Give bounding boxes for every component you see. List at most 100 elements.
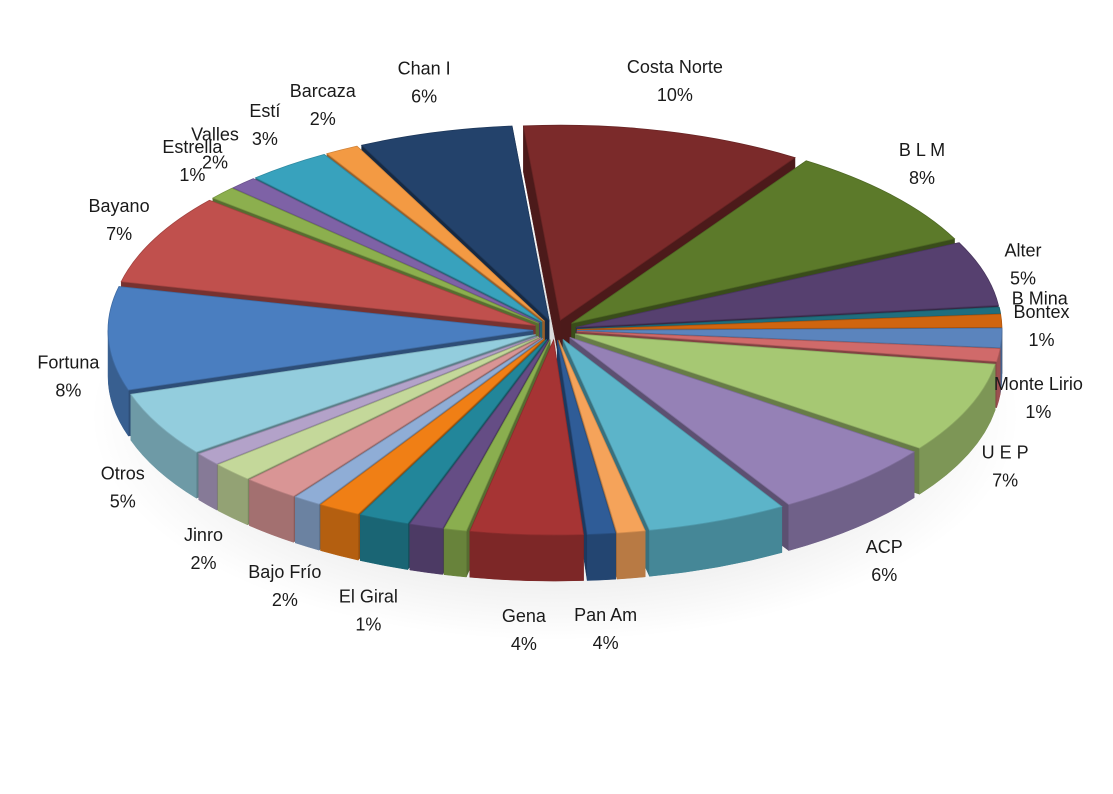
pie-slice: [469, 338, 584, 582]
slice-label-name: Valles: [191, 124, 239, 144]
pie-slice-top: [326, 145, 545, 322]
pie-slice-top: [107, 286, 534, 391]
pie-slice-top: [231, 178, 540, 324]
pie-slice-top: [575, 333, 996, 449]
slice-label-name: Barcaza: [290, 81, 357, 101]
pie-slice-top: [409, 339, 550, 529]
slice-label-name: Chan I: [398, 59, 451, 79]
slice-label-percent: 1%: [355, 614, 381, 634]
slice-label-percent: 1%: [179, 165, 205, 185]
pie-slice-top: [576, 313, 1003, 330]
slice-label-percent: 2%: [310, 109, 336, 129]
slice-label-percent: 8%: [909, 168, 935, 188]
pie-slice-side: [443, 528, 467, 578]
pie-slice-side: [295, 496, 320, 551]
pie-slice-top: [443, 339, 551, 532]
pie-slice-top: [254, 153, 543, 323]
pie-slice-top: [120, 199, 536, 326]
slice-label: ACP 6%: [866, 537, 903, 585]
slice-label-percent: 1%: [1028, 330, 1054, 350]
slice-label-percent: 7%: [106, 224, 132, 244]
slice-label-percent: 5%: [110, 492, 136, 512]
pie-slice-top: [319, 338, 545, 515]
slice-label: B Mina: [1012, 289, 1069, 309]
slice-label: Estí 3%: [249, 101, 280, 149]
slice-label-name: Alter: [1004, 241, 1041, 261]
slice-label-name: Pan Am: [574, 605, 637, 625]
pie-slice-side: [469, 530, 584, 582]
slice-label: Bajo Frío 2%: [248, 562, 321, 610]
pie-slice-top: [469, 338, 584, 536]
slice-label-percent: 6%: [871, 565, 897, 585]
slice-label-percent: 7%: [992, 471, 1018, 491]
slice-label-name: El Giral: [339, 586, 398, 606]
slice-label-name: Fortuna: [37, 353, 100, 373]
slice-label-percent: 10%: [657, 85, 693, 105]
slice-label-percent: 1%: [1025, 402, 1051, 422]
slice-label: Valles 2%: [191, 124, 239, 172]
slice-label: B L M 8%: [899, 140, 945, 188]
pie-slice-top: [576, 327, 1003, 349]
pie-slice-top: [569, 337, 916, 506]
slice-label-name: Costa Norte: [627, 57, 723, 77]
slice-label-name: Otros: [101, 464, 145, 484]
slice-label: Otros 5%: [101, 464, 145, 512]
pie-slice-top: [197, 335, 539, 465]
slice-label: Chan I 6%: [398, 59, 451, 107]
slice-label: Monte Lirio 1%: [994, 374, 1083, 422]
pie-slice-top: [576, 242, 999, 328]
pie-slice-top: [571, 160, 956, 324]
pie-slice-top: [562, 339, 783, 531]
slice-label-percent: 2%: [202, 152, 228, 172]
pie-slice-top: [294, 338, 544, 505]
pie-slice-top: [211, 187, 539, 324]
slice-label-name: ACP: [866, 537, 903, 557]
pie-slice-top: [130, 334, 536, 453]
pie-slice-side: [586, 532, 616, 581]
slice-label-name: Bontex: [1013, 302, 1069, 322]
pie-slice-side: [616, 530, 646, 580]
pie-slice-top: [360, 125, 550, 322]
slice-label-name: Bayano: [89, 196, 150, 216]
slice-label-percent: 4%: [593, 633, 619, 653]
pie-slice-top: [359, 339, 547, 525]
slice-label-name: B L M: [899, 140, 945, 160]
slice-label-percent: 5%: [1010, 269, 1036, 289]
slice-label-name: U E P: [982, 443, 1029, 463]
slice-label: Jinro 2%: [184, 525, 223, 573]
slice-label-name: Gena: [502, 606, 547, 626]
slice-label: Barcaza 2%: [290, 81, 357, 129]
slice-label: U E P 7%: [982, 443, 1029, 491]
pie-slice-top: [576, 330, 1001, 363]
pie-slice-top: [558, 339, 646, 534]
pie-slice: [569, 336, 916, 552]
slice-label-name: Estrella: [162, 137, 223, 157]
slice-label-percent: 6%: [411, 87, 437, 107]
slice-label: Estrella 1%: [162, 137, 223, 185]
slice-label-percent: 4%: [511, 634, 537, 654]
slice-label-percent: 8%: [55, 381, 81, 401]
slice-label-name: Estí: [249, 101, 280, 121]
pie-slice-top: [556, 339, 617, 535]
pie-slice-top: [522, 124, 796, 321]
pie-slice-side: [409, 523, 443, 575]
pie-slice-top: [216, 336, 540, 480]
slice-label-name: Jinro: [184, 525, 223, 545]
slice-label: Pan Am 4%: [574, 605, 637, 653]
slice-label-name: Bajo Frío: [248, 562, 321, 582]
slice-label: Alter 5%: [1004, 241, 1041, 289]
slice-label-name: Monte Lirio: [994, 374, 1083, 394]
slice-label: Costa Norte 10%: [627, 57, 723, 105]
slice-label: Bayano 7%: [89, 196, 150, 244]
slice-label-name: B Mina: [1012, 289, 1069, 309]
pie-slice-top: [576, 306, 1002, 330]
slice-label: El Giral 1%: [339, 586, 398, 634]
slice-label-percent: 2%: [190, 553, 216, 573]
slice-label: Fortuna 8%: [37, 353, 100, 401]
slice-label-percent: 3%: [252, 129, 278, 149]
slice-label: Gena 4%: [502, 606, 547, 654]
pie-slice-top: [248, 337, 542, 497]
slice-label: Bontex 1%: [1013, 302, 1069, 350]
